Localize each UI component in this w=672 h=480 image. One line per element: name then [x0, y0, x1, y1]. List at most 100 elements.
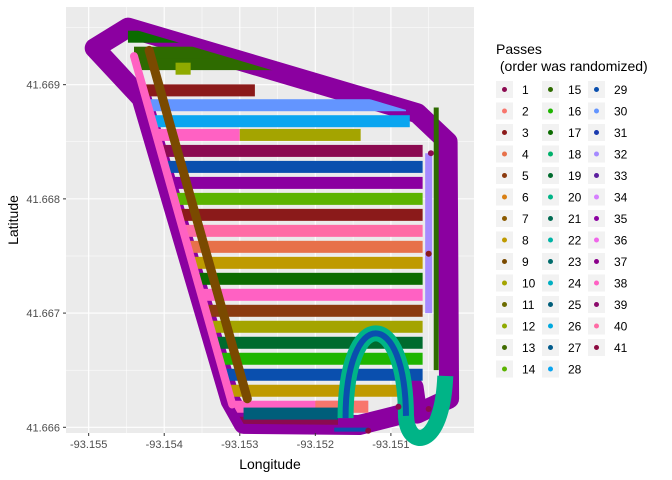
legend-label: 30 — [614, 105, 628, 119]
legend-key-swatch — [548, 302, 553, 307]
pass-stripe — [179, 224, 423, 237]
legend-key-swatch — [548, 87, 553, 92]
legend-label: 2 — [522, 105, 529, 119]
pass-stripe — [171, 192, 423, 205]
pass-stripe — [213, 352, 423, 365]
pass-stripe — [190, 256, 423, 269]
legend-key-swatch — [502, 173, 507, 178]
legend-key-swatch — [548, 173, 553, 178]
legend-label: 41 — [614, 341, 628, 355]
legend-label: 14 — [522, 363, 536, 377]
legend-label: 36 — [614, 234, 628, 248]
u-turn-pass — [342, 330, 409, 419]
legend-label: 13 — [522, 341, 536, 355]
legend-label: 27 — [568, 341, 582, 355]
pass-stripe — [186, 240, 423, 253]
legend-label: 28 — [568, 363, 582, 377]
x-tick-label: -93.154 — [146, 439, 183, 451]
pass-stripe — [175, 62, 191, 75]
legend-label: 38 — [614, 277, 628, 291]
pass-point — [365, 427, 372, 434]
legend-key-swatch — [548, 216, 553, 221]
legend-label: 34 — [614, 191, 628, 205]
legend-key-swatch — [594, 345, 599, 350]
legend-label: 29 — [614, 83, 628, 97]
x-tick-label: -93.151 — [372, 439, 409, 451]
legend-label: 4 — [522, 148, 529, 162]
legend-key-swatch — [548, 259, 553, 264]
pass-point — [425, 250, 432, 257]
legend-key-swatch — [594, 87, 599, 92]
legend-key-swatch — [594, 280, 599, 286]
x-tick-label: -93.153 — [221, 439, 258, 451]
pass-point — [427, 150, 434, 157]
legend-key-swatch — [502, 216, 507, 221]
legend-label: 8 — [522, 234, 529, 248]
y-axis-title: Latitude — [5, 195, 21, 245]
legend-label: 35 — [614, 212, 628, 226]
pass-point — [395, 403, 402, 410]
legend-key-swatch — [594, 151, 599, 157]
legend-key-swatch — [502, 237, 507, 243]
x-axis-title: Longitude — [239, 456, 301, 472]
diagonal-pass — [130, 52, 237, 409]
legend-key-swatch — [502, 323, 507, 329]
legend-label: 12 — [522, 320, 536, 334]
legend-label: 18 — [568, 148, 582, 162]
pass-stripe — [217, 368, 423, 381]
diagonal-pass — [144, 45, 252, 404]
legend-key-swatch — [502, 130, 507, 135]
legend-label: 22 — [568, 234, 582, 248]
legend-label: 26 — [568, 320, 582, 334]
legend-keys: 1234567891011121314151617181920212223242… — [496, 81, 628, 378]
legend-key-swatch — [502, 194, 507, 200]
pass-stripe — [239, 128, 361, 141]
legend-label: 19 — [568, 169, 582, 183]
legend-label: 24 — [568, 277, 582, 291]
pass-stripe — [160, 144, 423, 157]
legend-label: 16 — [568, 105, 582, 119]
legend-label: 11 — [522, 298, 535, 312]
legend-label: 32 — [614, 148, 628, 162]
legend-label: 7 — [522, 212, 529, 226]
legend-label: 23 — [568, 255, 582, 269]
legend-key-swatch — [594, 302, 599, 307]
legend-label: 40 — [614, 320, 628, 334]
legend-label: 3 — [522, 126, 529, 140]
pass-stripe — [164, 160, 423, 173]
legend-subtitle: (order was randomized) — [496, 58, 648, 74]
legend-key-swatch — [548, 130, 553, 135]
y-tick-label: 41.668 — [26, 194, 60, 206]
y-tick-label: 41.666 — [26, 422, 60, 434]
legend-key-swatch — [548, 366, 553, 372]
legend-key-swatch — [594, 323, 599, 329]
pass-stripe — [243, 407, 338, 420]
legend-title: Passes — [496, 41, 542, 57]
legend-label: 39 — [614, 298, 628, 312]
legend-label: 31 — [614, 126, 628, 140]
pass-stripe — [141, 84, 255, 97]
legend-key-swatch — [502, 302, 507, 307]
legend-key-swatch — [502, 87, 507, 92]
legend-label: 10 — [522, 277, 536, 291]
legend-label: 6 — [522, 191, 529, 205]
legend-key-swatch — [594, 237, 599, 243]
legend-key-swatch — [548, 151, 553, 157]
y-tick-label: 41.667 — [26, 308, 60, 320]
pass-stripe — [149, 99, 406, 112]
pass-stripe — [194, 272, 423, 285]
pass-stripe — [228, 416, 338, 425]
u-turn-pass — [398, 375, 454, 446]
legend-label: 17 — [568, 126, 582, 140]
pass-stripe — [202, 304, 423, 317]
legend-key-swatch — [502, 108, 507, 114]
legend-label: 5 — [522, 169, 529, 183]
legend: Passes (order was randomized) 1234567891… — [496, 41, 648, 378]
legend-label: 15 — [568, 83, 582, 97]
legend-label: 20 — [568, 191, 582, 205]
legend-label: 33 — [614, 169, 628, 183]
legend-key-swatch — [594, 130, 599, 135]
legend-key-swatch — [594, 173, 599, 178]
legend-label: 25 — [568, 298, 582, 312]
